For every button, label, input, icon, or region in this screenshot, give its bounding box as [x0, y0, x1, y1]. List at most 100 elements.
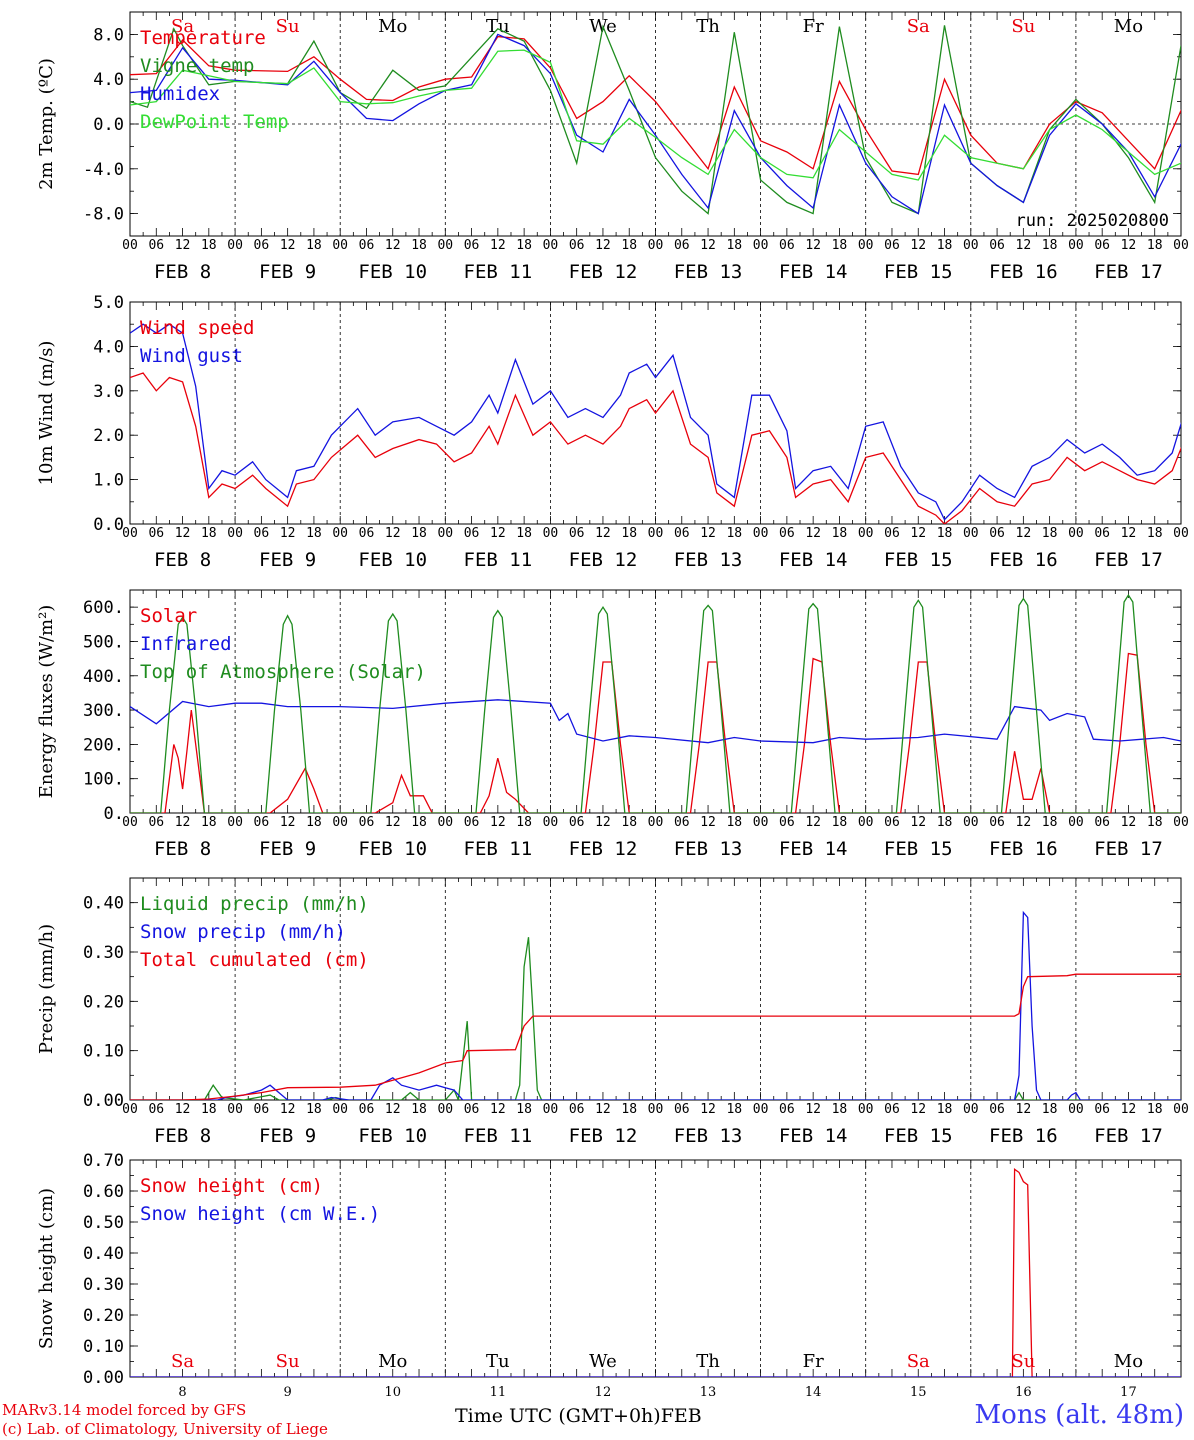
- y-tick-label: 0.0: [93, 115, 124, 135]
- y-tick-label: 0.: [104, 804, 124, 824]
- day-of-week-label: Sa: [171, 1351, 194, 1372]
- series-line-1-3: [130, 33, 1181, 215]
- y-tick-label: 2.0: [93, 426, 124, 446]
- date-label: FEB 10: [358, 549, 427, 571]
- hour-tick-label: 06: [359, 1102, 375, 1117]
- day-of-week-label: Mo: [1114, 1351, 1143, 1372]
- y-tick-label: 200.: [83, 735, 124, 755]
- hour-tick-label: 12: [490, 1102, 506, 1117]
- day-of-week-label: Sa: [907, 16, 930, 37]
- legend-entry: Wind gust: [140, 345, 243, 367]
- hour-tick-label: 00: [963, 238, 979, 253]
- hour-tick-label: 00: [963, 815, 979, 830]
- hour-tick-label: 18: [832, 238, 848, 253]
- hour-tick-label: 18: [1042, 815, 1058, 830]
- hour-tick-label: 00: [122, 526, 138, 541]
- hour-tick-label: 18: [201, 815, 217, 830]
- hour-tick-label: 18: [832, 815, 848, 830]
- hour-tick-label: 18: [937, 238, 953, 253]
- hour-tick-label: 00: [227, 815, 243, 830]
- hour-tick-label: 18: [937, 526, 953, 541]
- hour-tick-label: 06: [989, 526, 1005, 541]
- hour-tick-label: 00: [963, 526, 979, 541]
- hour-tick-label: 06: [674, 238, 690, 253]
- hour-tick-label: 06: [464, 1102, 480, 1117]
- date-label: FEB 12: [569, 1125, 638, 1147]
- series-line-1-2: [130, 24, 1181, 215]
- day-of-week-label: Mo: [378, 16, 407, 37]
- date-label: FEB 10: [358, 261, 427, 283]
- hour-tick-label: 18: [621, 238, 637, 253]
- hour-tick-label: 12: [385, 815, 401, 830]
- hour-tick-label: 18: [1042, 526, 1058, 541]
- hour-tick-label: 00: [437, 815, 453, 830]
- date-label: FEB 9: [259, 1125, 316, 1147]
- hour-tick-label: 12: [595, 1102, 611, 1117]
- date-label: FEB 8: [154, 261, 211, 283]
- hour-tick-label: 12: [700, 1102, 716, 1117]
- date-label: FEB 15: [884, 261, 953, 283]
- hour-tick-label: 06: [254, 1102, 270, 1117]
- date-label: FEB 14: [779, 261, 848, 283]
- hour-tick-label: 00: [648, 526, 664, 541]
- date-label: 12: [595, 1385, 612, 1400]
- hour-tick-label: 12: [175, 526, 191, 541]
- hour-tick-label: 00: [543, 1102, 559, 1117]
- y-tick-label: 0.10: [83, 1337, 124, 1357]
- hour-tick-label: 00: [1068, 815, 1084, 830]
- day-of-week-label: Mo: [378, 1351, 407, 1372]
- hour-tick-label: 12: [1121, 238, 1137, 253]
- legend-entry: Vigne temp: [140, 55, 254, 77]
- y-axis-label: Snow height (cm): [36, 1188, 57, 1349]
- hour-tick-label: 00: [437, 1102, 453, 1117]
- y-tick-label: 3.0: [93, 382, 124, 402]
- hour-tick-label: 18: [1147, 526, 1163, 541]
- hour-tick-label: 06: [989, 815, 1005, 830]
- station-name: Mons (alt. 48m): [974, 1400, 1184, 1430]
- hour-tick-label: 18: [1042, 238, 1058, 253]
- hour-tick-label: 18: [306, 238, 322, 253]
- day-of-week-label: Su: [1011, 1351, 1035, 1372]
- y-tick-label: 0.40: [83, 894, 124, 914]
- hour-tick-label: 06: [884, 1102, 900, 1117]
- hour-tick-label: 18: [621, 1102, 637, 1117]
- hour-tick-label: 06: [569, 238, 585, 253]
- date-label: FEB 13: [674, 838, 743, 860]
- hour-tick-label: 12: [700, 815, 716, 830]
- legend-entry: DewPoint Temp: [140, 111, 289, 133]
- series-line-1-4: [130, 49, 1181, 181]
- hour-tick-label: 18: [411, 238, 427, 253]
- y-tick-label: 0.20: [83, 1306, 124, 1326]
- hour-tick-label: 06: [1094, 815, 1110, 830]
- date-label: 11: [490, 1385, 507, 1400]
- date-label: FEB 12: [569, 261, 638, 283]
- series-line-3-3: [130, 593, 1181, 813]
- hour-tick-label: 12: [490, 238, 506, 253]
- hour-tick-label: 12: [595, 238, 611, 253]
- hour-tick-label: 06: [779, 815, 795, 830]
- hour-tick-label: 00: [1173, 526, 1189, 541]
- hour-tick-label: 06: [884, 526, 900, 541]
- date-label: FEB 12: [569, 838, 638, 860]
- lab-credit: (c) Lab. of Climatology, University of L…: [2, 1420, 328, 1438]
- series-line-2-1: [130, 372, 1181, 524]
- hour-tick-label: 00: [753, 815, 769, 830]
- date-label: 13: [700, 1385, 717, 1400]
- hour-tick-label: 12: [175, 1102, 191, 1117]
- hour-tick-label: 06: [254, 238, 270, 253]
- hour-tick-label: 06: [989, 1102, 1005, 1117]
- hour-tick-label: 18: [832, 526, 848, 541]
- hour-tick-label: 18: [621, 815, 637, 830]
- hour-tick-label: 06: [569, 815, 585, 830]
- hour-tick-label: 18: [726, 1102, 742, 1117]
- date-label: 17: [1120, 1385, 1137, 1400]
- series-line-4-3: [130, 973, 1181, 1100]
- hour-tick-label: 00: [543, 815, 559, 830]
- hour-tick-label: 18: [516, 1102, 532, 1117]
- series-line-2-2: [130, 323, 1181, 521]
- hour-tick-label: 12: [700, 238, 716, 253]
- hour-tick-label: 12: [910, 238, 926, 253]
- hour-tick-label: 18: [937, 815, 953, 830]
- hour-tick-label: 00: [1068, 1102, 1084, 1117]
